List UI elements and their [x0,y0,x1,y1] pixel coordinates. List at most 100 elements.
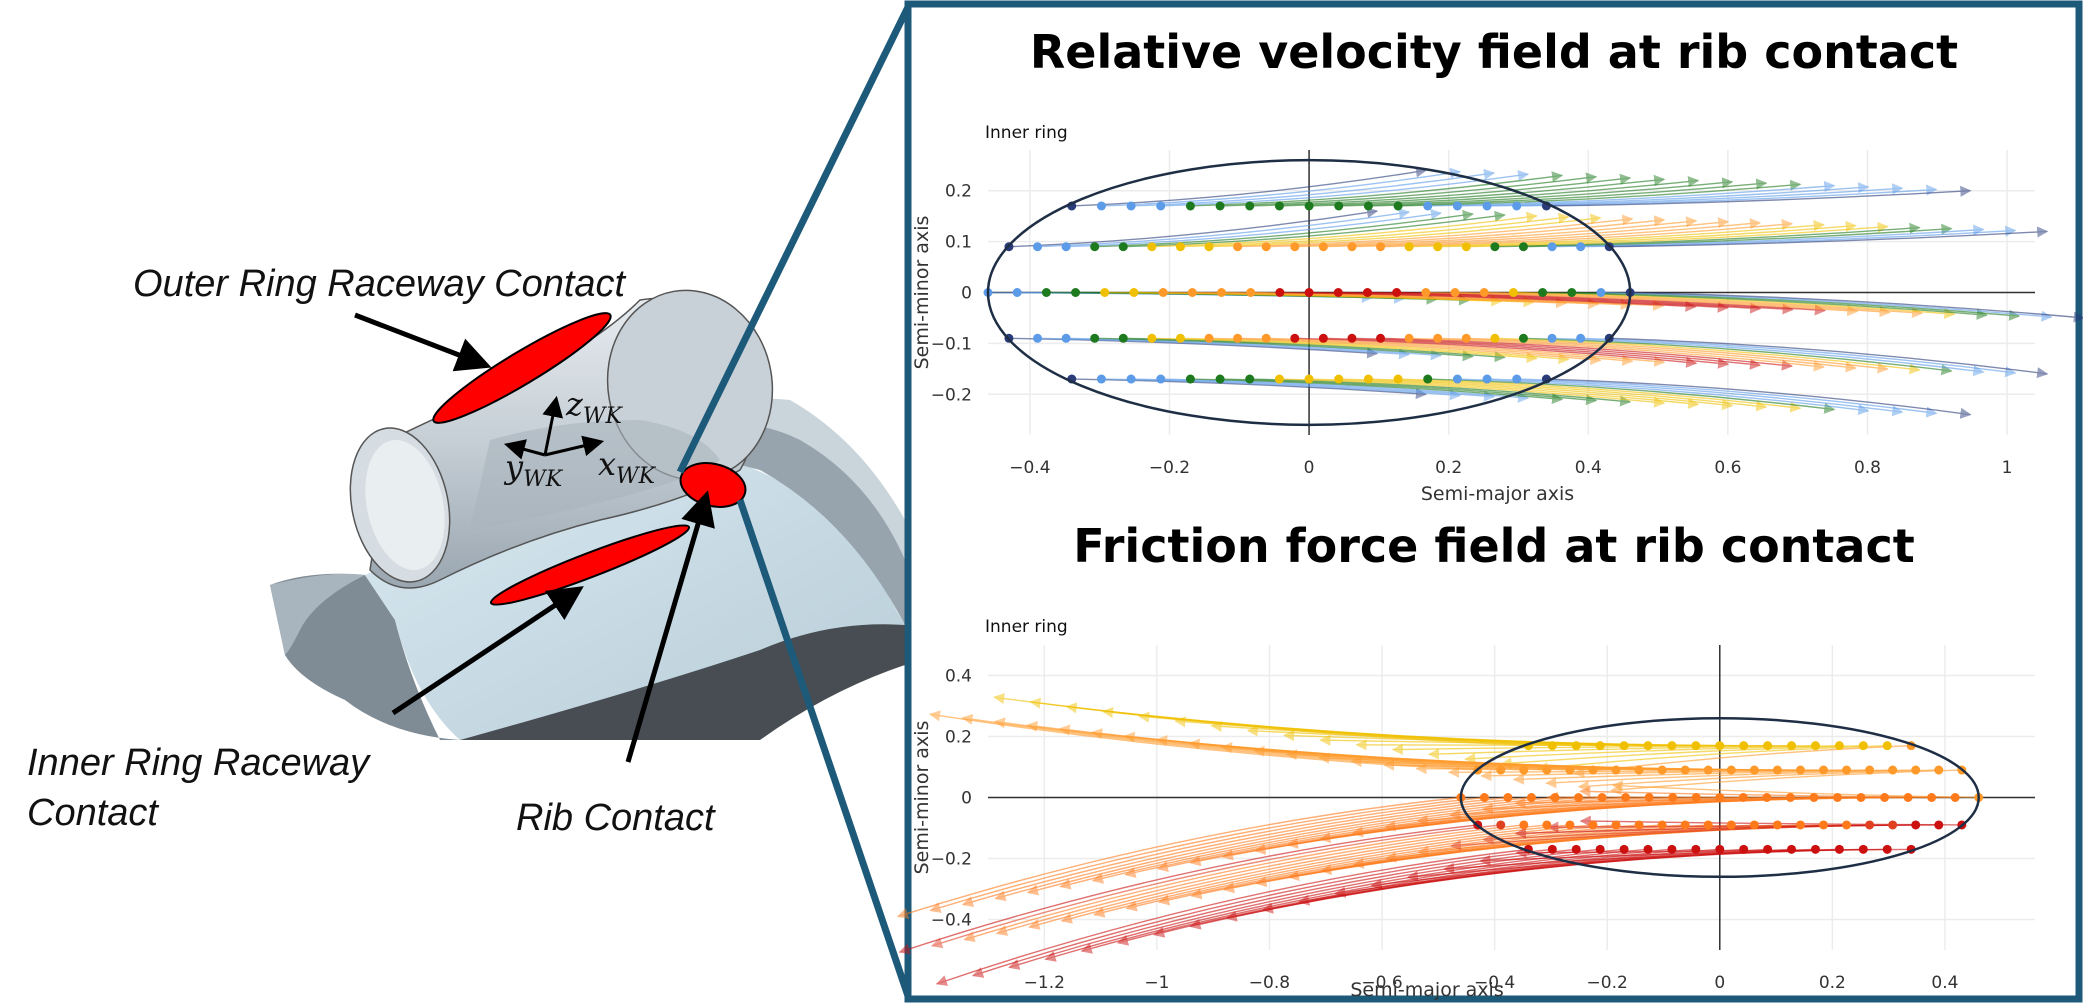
field-point [1404,333,1414,343]
field-point [1643,844,1653,854]
field-point [1363,201,1373,211]
field-point [1795,820,1805,830]
field-arrow [1151,337,1538,364]
field-arrow [1209,337,1602,366]
field-point [1217,288,1227,297]
field-point [1762,793,1772,802]
field-arrow [1279,174,1666,207]
field-arrow [1180,212,1570,248]
field-point [1538,288,1548,297]
field-point [1461,333,1471,343]
field-point [1147,333,1157,343]
field-point [1547,741,1557,751]
field-point [1842,765,1852,775]
field-arrow [1190,171,1564,207]
field-arrow [1609,337,2049,379]
field-point [1393,374,1403,384]
field-point [1772,765,1782,775]
y-tick-label: 0 [961,789,972,809]
field-arrow [1398,378,1802,413]
x-tick-label: −0.2 [1149,458,1190,478]
field-point [1496,765,1506,775]
field-point [1421,288,1431,297]
field-point [1158,288,1168,297]
roller-coordinate-system: zWK yWK xWK [503,385,657,492]
field-point [1657,820,1667,830]
field-point [1772,820,1782,830]
field-point [1819,820,1829,830]
field-point [1576,333,1586,343]
field-arrow [1123,210,1506,248]
field-point [1393,201,1403,211]
inner-ring-raceway-label-line1: Inner Ring Raceway [27,742,371,784]
field-point [1334,201,1344,211]
field-point [1156,374,1166,384]
field-point [1318,242,1328,252]
zoom-connector-bottom [736,498,912,998]
z-axis-label: zWK [565,385,623,429]
field-point [1597,793,1607,802]
field-arrow [971,848,1553,978]
field-point [1667,741,1677,751]
x-axis-label: Semi-major axis [1350,979,1503,1001]
field-point [1634,820,1644,830]
y-tick-label: −0.2 [931,385,972,405]
field-point [1450,288,1460,297]
field-point [1404,242,1414,252]
field-point [1304,201,1314,211]
field-point [1903,793,1913,802]
field-point [1680,765,1690,775]
field-arrow [1151,211,1538,248]
field-point [1810,844,1820,854]
field-point [1363,374,1373,384]
x-tick-label: −0.2 [1587,973,1628,993]
field-arrow [935,848,1529,986]
y-tick-label: 0.2 [945,728,972,748]
field-point [1274,201,1284,211]
x-axis-label: xWK [598,445,657,489]
field-arrow [1630,291,2083,323]
field-arrow [1037,207,1411,248]
field-arrow [1427,378,1836,414]
field-point [1245,374,1255,384]
field-point [1512,201,1522,211]
field-point [1519,765,1529,775]
field-point [1233,333,1243,343]
field-arrow [995,824,1547,936]
field-point [1927,793,1937,802]
y-tick-label: −0.4 [931,911,972,931]
x-tick-label: 0.8 [1854,458,1881,478]
field-point [1061,333,1071,343]
field-point [1595,741,1605,751]
field-point [1096,374,1106,384]
y-tick-label: 0.1 [945,233,972,253]
field-arrow [1309,176,1700,207]
inner-ring-leader-arrow [391,586,584,716]
field-point [1715,793,1725,802]
field-point [1490,333,1500,343]
x-tick-label: −1 [1144,973,1169,993]
field-arrow [1516,378,1938,418]
field-point [1795,765,1805,775]
field-point [1334,374,1344,384]
field-point [1819,765,1829,775]
field-point [1100,288,1110,297]
field-point [1096,201,1106,211]
field-point [1547,242,1557,252]
x-tick-label: 0.4 [1931,973,1958,993]
field-point [1433,242,1443,252]
field-point [1911,765,1921,775]
annotation-inner-ring: Inner ring [985,617,1068,637]
field-arrow [1546,378,1972,419]
field-point [1715,741,1725,751]
field-point [1090,333,1100,343]
field-point [1809,793,1819,802]
field-point [1934,820,1944,830]
field-arrow [1237,214,1634,248]
field-point [1185,374,1195,384]
field-arrow [1546,185,1972,207]
field-point [1911,820,1921,830]
ring-flange-left-face [270,573,365,655]
rib-contact-label: Rib Contact [516,797,716,839]
field-point [1576,242,1586,252]
